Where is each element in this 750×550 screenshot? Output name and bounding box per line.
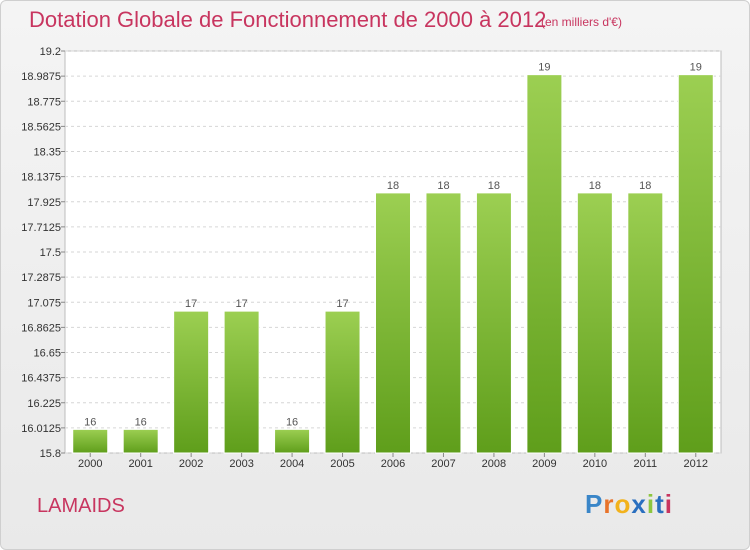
data-label-2005: 17	[336, 298, 348, 310]
x-tick-label-2001: 2001	[128, 458, 152, 470]
data-label-2009: 19	[538, 62, 550, 74]
data-label-2008: 18	[488, 180, 500, 192]
logo-letter: o	[614, 489, 632, 519]
logo-letter: t	[655, 489, 665, 519]
y-tick-label: 18.35	[33, 147, 61, 159]
logo-letter: i	[664, 489, 673, 519]
x-tick-label-2006: 2006	[381, 458, 405, 470]
x-tick-label-2002: 2002	[179, 458, 203, 470]
bar-2009	[526, 74, 563, 454]
x-tick-label-2008: 2008	[482, 458, 506, 470]
data-label-2004: 16	[286, 416, 298, 428]
x-tick-label-2007: 2007	[431, 458, 455, 470]
y-tick-label: 16.4375	[21, 373, 61, 385]
y-tick-label: 16.0125	[21, 423, 61, 435]
logo-letter: x	[631, 489, 647, 519]
data-label-2007: 18	[437, 180, 449, 192]
data-label-2011: 18	[639, 180, 651, 192]
chart-subtitle: (en milliers d'€)	[541, 15, 622, 29]
y-tick-label: 17.5	[40, 247, 61, 259]
x-tick-label-2004: 2004	[280, 458, 304, 470]
bar-2005	[324, 310, 361, 454]
data-label-2003: 17	[235, 298, 247, 310]
logo-letter: i	[646, 489, 656, 519]
data-label-2012: 19	[690, 62, 702, 74]
data-label-2000: 16	[84, 416, 96, 428]
logo-letter: P	[585, 489, 604, 519]
bar-2002	[173, 310, 210, 454]
bar-2000	[72, 428, 109, 454]
y-tick-label: 17.925	[27, 197, 61, 209]
y-tick-label: 16.225	[27, 398, 61, 410]
x-tick-label-2005: 2005	[330, 458, 354, 470]
y-tick-label: 17.075	[27, 297, 61, 309]
x-tick-label-2012: 2012	[684, 458, 708, 470]
data-label-2010: 18	[589, 180, 601, 192]
bar-2010	[576, 192, 613, 454]
data-label-2001: 16	[135, 416, 147, 428]
y-tick-label: 18.775	[27, 96, 61, 108]
bar-2007	[425, 192, 462, 454]
bar-2004	[274, 428, 311, 454]
commune-name: LAMAIDS	[37, 495, 125, 517]
logo-letter: r	[603, 489, 615, 519]
y-tick-label: 16.8625	[21, 322, 61, 334]
y-tick-label: 18.5625	[21, 121, 61, 133]
data-label-2002: 17	[185, 298, 197, 310]
x-tick-label-2010: 2010	[583, 458, 607, 470]
y-tick-label: 18.1375	[21, 172, 61, 184]
x-tick-label-2011: 2011	[633, 458, 657, 470]
bar-2011	[627, 192, 664, 454]
y-tick-label: 15.8	[40, 448, 61, 460]
bar-2003	[223, 310, 260, 454]
y-tick-label: 17.7125	[21, 222, 61, 234]
bar-2012	[677, 74, 714, 454]
bar-2008	[475, 192, 512, 454]
x-tick-label-2000: 2000	[78, 458, 102, 470]
data-label-2006: 18	[387, 180, 399, 192]
x-tick-label-2003: 2003	[229, 458, 253, 470]
bar-2006	[375, 192, 411, 454]
chart-title: Dotation Globale de Fonctionnement de 20…	[29, 7, 547, 32]
y-tick-label: 18.9875	[21, 71, 61, 83]
x-tick-label-2009: 2009	[532, 458, 556, 470]
y-tick-label: 17.2875	[21, 272, 61, 284]
bar-2001	[122, 428, 159, 454]
y-tick-label: 16.65	[33, 348, 61, 360]
y-tick-label: 19.2	[40, 46, 61, 58]
proxiti-logo: Proxiti	[585, 489, 673, 520]
